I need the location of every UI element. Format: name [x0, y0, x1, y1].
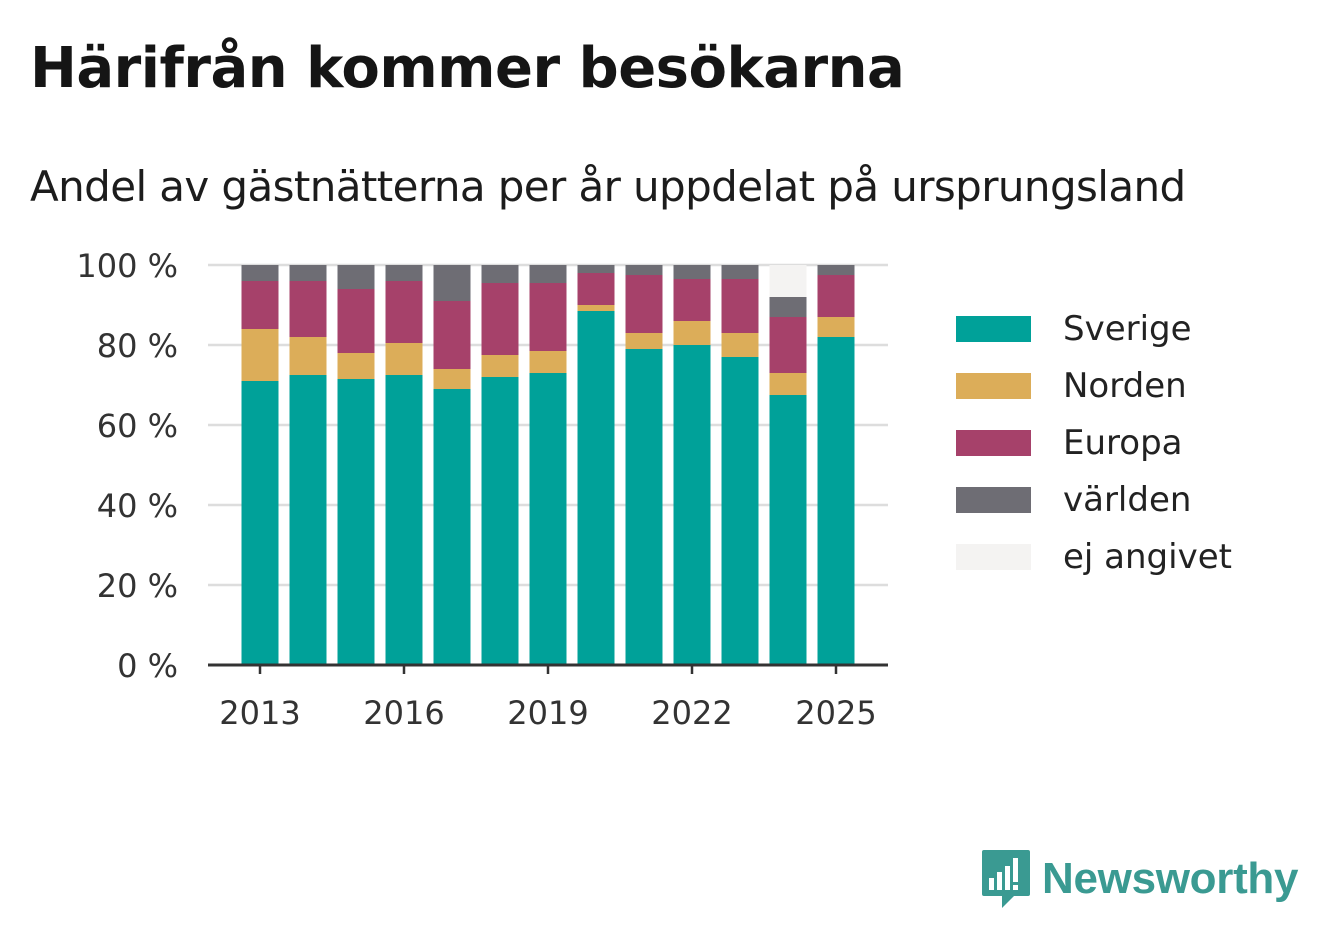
- bar-segment: [433, 389, 471, 665]
- bar-segment: [289, 375, 327, 665]
- x-tick-label: 2019: [507, 694, 588, 732]
- bar-segment: [481, 355, 519, 377]
- legend-swatch-norden: [956, 372, 1031, 399]
- bar-segment: [337, 265, 375, 289]
- bar-segment: [241, 281, 279, 329]
- x-tick-label: 2025: [795, 694, 876, 732]
- bar-segment: [241, 265, 279, 281]
- x-tick-label: 2022: [651, 694, 732, 732]
- bar-segment: [337, 353, 375, 379]
- bar-segment: [625, 265, 663, 275]
- bar-segment: [721, 357, 759, 665]
- legend-swatch-sverige: [956, 315, 1031, 342]
- legend: Sverige Norden Europa världen ej angivet: [956, 300, 1232, 585]
- newsworthy-chart-bubble-icon: [982, 850, 1030, 908]
- newsworthy-logo: Newsworthy: [980, 848, 1298, 910]
- bar-segment: [721, 333, 759, 357]
- legend-swatch-ej-angivet: [956, 543, 1031, 570]
- bar-segment: [289, 265, 327, 281]
- bar-segment: [673, 345, 711, 665]
- bar-segment: [577, 305, 615, 311]
- bar-segment: [577, 311, 615, 665]
- bar-segment: [721, 279, 759, 333]
- bar-segment: [673, 279, 711, 321]
- y-tick-label: 0 %: [117, 647, 178, 685]
- y-axis-tick-labels: 0 % 20 % 40 % 60 % 80 % 100 %: [76, 247, 178, 685]
- bar-segment: [433, 265, 471, 301]
- y-tick-label: 40 %: [97, 487, 178, 525]
- y-tick-label: 100 %: [76, 247, 178, 285]
- bar-segment: [385, 375, 423, 665]
- bar-segment: [817, 275, 855, 317]
- bar-segment: [817, 317, 855, 337]
- bar-segment: [385, 281, 423, 343]
- bar-segment: [481, 283, 519, 355]
- bar-segment: [529, 351, 567, 373]
- bar-segment: [721, 265, 759, 279]
- bar-segment: [769, 297, 807, 317]
- legend-swatch-varlden: [956, 486, 1031, 513]
- y-tick-label: 20 %: [97, 567, 178, 605]
- bar-segment: [769, 395, 807, 665]
- bar-segment: [529, 265, 567, 283]
- legend-label-sverige: Sverige: [1063, 308, 1192, 349]
- bar-segment: [337, 289, 375, 353]
- bar-segment: [769, 317, 807, 373]
- y-tick-label: 60 %: [97, 407, 178, 445]
- bar-segment: [385, 265, 423, 281]
- bar-segment: [577, 265, 615, 273]
- bar-segment: [529, 283, 567, 351]
- bars: [241, 265, 855, 665]
- bar-segment: [481, 377, 519, 665]
- x-axis: 2013 2016 2019 2022 2025: [208, 663, 888, 732]
- bar-segment: [625, 333, 663, 349]
- legend-item-varlden: världen: [956, 471, 1232, 528]
- bar-segment: [817, 265, 855, 275]
- bar-segment: [337, 379, 375, 665]
- bar-segment: [769, 265, 807, 297]
- legend-item-ej-angivet: ej angivet: [956, 528, 1232, 585]
- bar-segment: [625, 275, 663, 333]
- bar-segment: [625, 349, 663, 665]
- chart-subtitle: Andel av gästnätterna per år uppdelat på…: [30, 162, 1186, 211]
- legend-item-sverige: Sverige: [956, 300, 1232, 357]
- bar-segment: [433, 369, 471, 389]
- bar-segment: [673, 321, 711, 345]
- x-tick-label: 2013: [219, 694, 300, 732]
- bar-segment: [577, 273, 615, 305]
- bar-segment: [817, 337, 855, 665]
- y-tick-label: 80 %: [97, 327, 178, 365]
- logo-text: Newsworthy: [1042, 854, 1299, 903]
- bar-segment: [433, 301, 471, 369]
- bar-segment: [673, 265, 711, 279]
- legend-swatch-europa: [956, 429, 1031, 456]
- bar-segment: [769, 373, 807, 395]
- bar-segment: [481, 265, 519, 283]
- legend-item-norden: Norden: [956, 357, 1232, 414]
- legend-label-varlden: världen: [1063, 479, 1192, 520]
- bar-segment: [289, 281, 327, 337]
- bar-segment: [385, 343, 423, 375]
- legend-label-norden: Norden: [1063, 365, 1187, 406]
- legend-label-europa: Europa: [1063, 422, 1183, 463]
- bar-segment: [529, 373, 567, 665]
- bar-segment: [241, 381, 279, 665]
- bar-segment: [241, 329, 279, 381]
- legend-item-europa: Europa: [956, 414, 1232, 471]
- x-tick-label: 2016: [363, 694, 444, 732]
- chart-title: Härifrån kommer besökarna: [30, 36, 905, 101]
- bar-segment: [289, 337, 327, 375]
- legend-label-ej-angivet: ej angivet: [1063, 536, 1232, 577]
